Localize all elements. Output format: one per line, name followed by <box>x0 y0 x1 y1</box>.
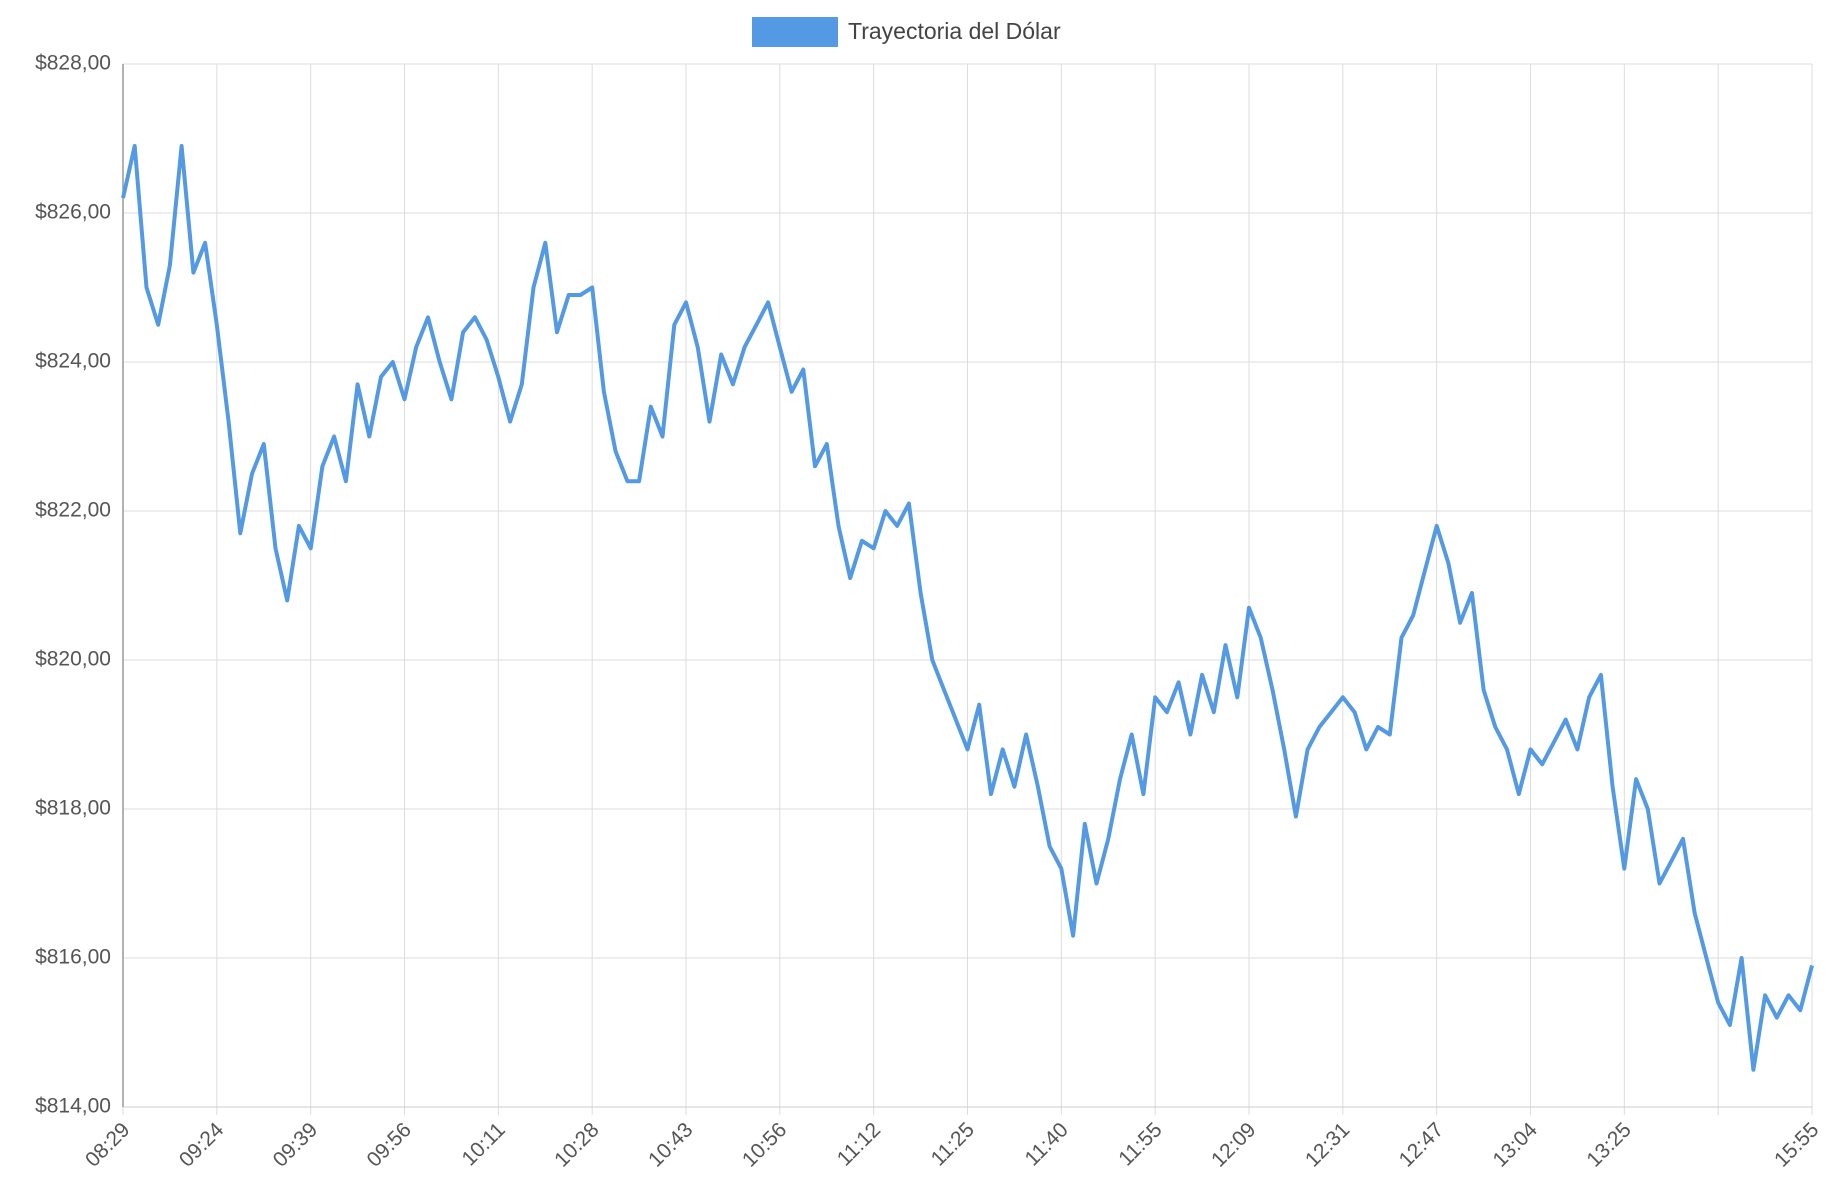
x-tick-label: 13:04 <box>1489 1118 1543 1172</box>
legend-label: Trayectoria del Dólar <box>848 18 1061 44</box>
y-tick-label: $824,00 <box>35 350 111 373</box>
x-tick-label: 09:24 <box>175 1118 229 1172</box>
legend-swatch <box>752 17 838 47</box>
x-tick-label: 13:25 <box>1582 1118 1635 1171</box>
x-tick-label: 10:11 <box>457 1118 509 1170</box>
x-tick-label: 11:40 <box>1020 1118 1072 1170</box>
x-tick-label: 10:28 <box>550 1118 603 1171</box>
x-tick-label: 10:43 <box>644 1118 697 1171</box>
y-tick-label: $818,00 <box>35 797 111 820</box>
x-tick-label: 12:31 <box>1301 1118 1354 1171</box>
price-line <box>121 144 1814 1072</box>
x-tick-label: 11:25 <box>927 1118 979 1170</box>
x-tick-label: 10:56 <box>738 1118 791 1171</box>
x-tick-label: 11:55 <box>1114 1118 1166 1170</box>
y-tick-label: $820,00 <box>35 648 111 671</box>
x-tick-label: 09:39 <box>269 1118 322 1171</box>
y-tick-label: $828,00 <box>35 52 111 75</box>
x-tick-label: 08:29 <box>81 1118 134 1171</box>
x-tick-label: 15:55 <box>1770 1118 1823 1171</box>
y-tick-label: $826,00 <box>35 201 111 224</box>
x-tick-label: 12:09 <box>1207 1118 1260 1171</box>
x-tick-label: 09:56 <box>363 1118 416 1171</box>
y-tick-label: $822,00 <box>35 499 111 522</box>
y-tick-label: $816,00 <box>35 946 111 969</box>
x-tick-label: 11:12 <box>833 1118 885 1170</box>
y-tick-label: $814,00 <box>35 1095 111 1118</box>
x-tick-label: 12:47 <box>1395 1118 1448 1171</box>
